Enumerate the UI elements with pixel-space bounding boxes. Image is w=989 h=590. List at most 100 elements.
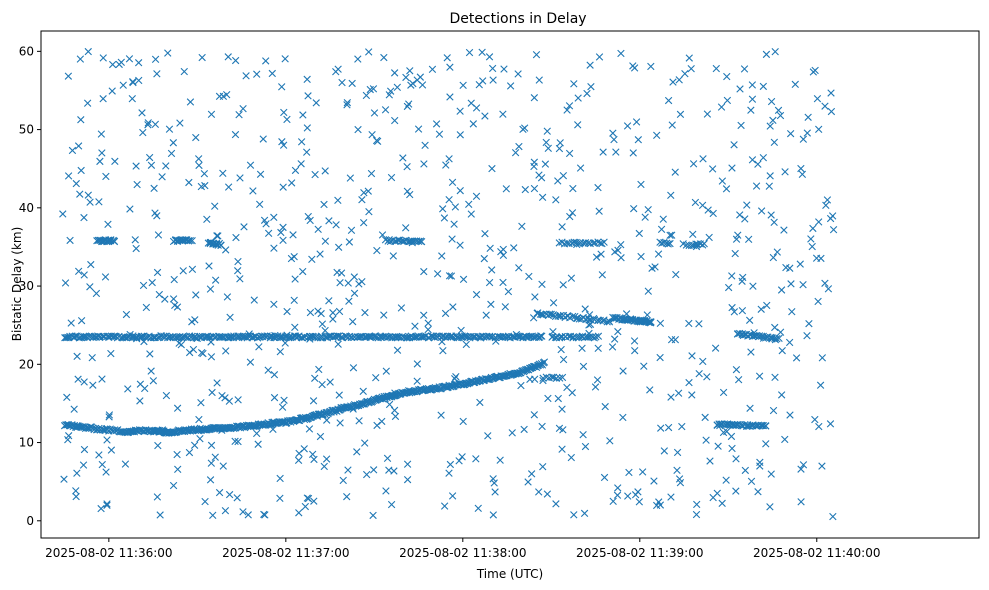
scatter-point: [591, 383, 600, 391]
scatter-point: [385, 91, 394, 99]
scatter-point: [206, 285, 215, 293]
scatter-point: [139, 281, 148, 290]
scatter-point: [413, 377, 421, 385]
scatter-point: [219, 92, 228, 101]
scatter-point: [162, 391, 171, 400]
x-tick-label: 2025-08-02 11:39:00: [576, 546, 703, 560]
scatter-point: [530, 184, 539, 193]
scatter-point: [421, 141, 429, 150]
scatter-point: [480, 254, 488, 263]
scatter-point: [811, 415, 819, 424]
scatter-point: [730, 141, 738, 149]
scatter-point: [397, 304, 406, 312]
scatter-point: [741, 466, 750, 475]
scatter-point: [205, 262, 213, 270]
scatter-point: [195, 161, 203, 170]
scatter-point: [738, 306, 747, 315]
scatter-point: [525, 272, 533, 281]
scatter-point: [236, 275, 244, 283]
scatter-point: [743, 201, 751, 209]
scatter-point: [270, 300, 278, 308]
scatter-point: [107, 446, 116, 454]
scatter-point: [411, 322, 419, 330]
scatter-point: [703, 373, 711, 381]
scatter-point: [440, 502, 449, 510]
scatter-point: [96, 157, 104, 166]
scatter-point: [162, 162, 170, 170]
scatter-point: [165, 125, 174, 133]
scatter-point: [329, 309, 337, 317]
scatter-point: [614, 484, 622, 492]
scatter-point: [515, 142, 523, 151]
scatter-point: [538, 332, 546, 340]
scatter-point: [807, 235, 815, 243]
scatter-point: [310, 497, 318, 505]
scatter-point: [699, 357, 707, 366]
scatter-point: [181, 333, 189, 341]
scatter-point: [445, 196, 453, 204]
scatter-point: [672, 270, 680, 279]
scatter-point: [474, 504, 482, 513]
scatter-point: [467, 99, 475, 107]
scatter-point: [748, 95, 757, 103]
scatter-point: [192, 291, 200, 299]
scatter-point: [304, 212, 312, 221]
scatter-point: [414, 125, 423, 133]
scatter-point: [485, 332, 494, 341]
scatter-point: [567, 274, 576, 282]
scatter-point: [207, 110, 216, 118]
scatter-point: [594, 332, 603, 340]
scatter-point: [334, 340, 342, 348]
scatter-point: [132, 162, 140, 170]
scatter-point: [432, 120, 441, 128]
scatter-point: [732, 365, 741, 374]
scatter-point: [575, 333, 584, 341]
scatter-point: [403, 333, 412, 342]
scatter-point: [574, 121, 582, 129]
scatter-point: [428, 65, 437, 73]
scatter-point: [291, 166, 300, 175]
scatter-point: [158, 173, 166, 181]
scatter-point: [538, 280, 546, 289]
scatter-point: [599, 148, 607, 156]
scatter-point: [317, 309, 325, 318]
scatter-point: [673, 448, 682, 457]
scatter-point: [80, 271, 88, 279]
scatter-point: [289, 231, 297, 239]
scatter-point: [72, 179, 80, 188]
scatter-point: [543, 490, 552, 498]
scatter-point: [306, 308, 315, 317]
scatter-point: [303, 75, 311, 84]
scatter-point: [368, 131, 376, 139]
scatter-point: [358, 196, 366, 204]
scatter-point: [385, 400, 394, 409]
scatter-point: [754, 488, 762, 496]
scatter-point: [207, 353, 216, 361]
scatter-point: [829, 226, 838, 234]
scatter-point: [138, 109, 146, 117]
scatter-point: [346, 174, 355, 182]
scatter-point: [299, 267, 307, 276]
scatter-point: [489, 511, 498, 519]
scatter-point: [70, 405, 78, 413]
scatter-point: [280, 108, 288, 117]
scatter-point: [240, 223, 248, 231]
scatter-point: [732, 455, 740, 463]
scatter-point: [777, 391, 786, 399]
scatter-point: [420, 160, 428, 168]
scatter-point: [63, 393, 71, 402]
scatter-point: [711, 344, 720, 352]
scatter-point: [439, 347, 447, 355]
scatter-point: [452, 372, 460, 381]
scatter-point: [305, 425, 314, 433]
scatter-point: [246, 161, 255, 169]
scatter-point: [455, 457, 463, 465]
scatter-point: [635, 229, 643, 238]
scatter-point: [693, 500, 701, 509]
scatter-point: [297, 160, 305, 168]
scatter-point: [99, 95, 107, 103]
scatter-point: [322, 455, 331, 463]
scatter-point: [175, 339, 183, 347]
scatter-point: [559, 426, 567, 434]
scatter-point: [664, 423, 673, 432]
